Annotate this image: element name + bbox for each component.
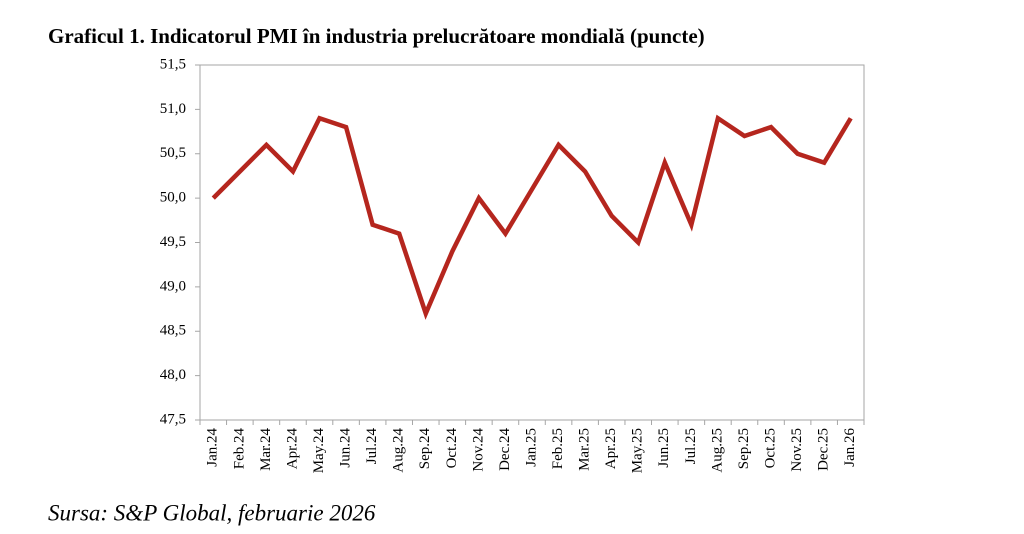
- y-tick-label: 49,0: [160, 278, 186, 294]
- chart-title: Graficul 1. Indicatorul PMI în industria…: [48, 24, 705, 48]
- x-tick-label: Jan.25: [523, 428, 539, 467]
- x-tick-label: Apr.25: [603, 428, 619, 469]
- x-tick-label: Apr.24: [284, 428, 300, 470]
- y-tick-label: 49,5: [160, 234, 186, 250]
- x-tick-label: Dec.24: [497, 428, 513, 471]
- x-tick-label: Mar.24: [258, 428, 274, 471]
- x-tick-label: Jan.24: [205, 428, 221, 467]
- y-tick-label: 48,0: [160, 367, 186, 383]
- x-tick-label: Feb.24: [231, 428, 247, 470]
- data-line: [211, 114, 853, 320]
- x-tick-label: Jun.24: [338, 428, 354, 468]
- x-tick-label: Sep.25: [736, 428, 752, 469]
- x-tick-label: Aug.25: [709, 428, 725, 473]
- x-tick-label: Dec.25: [816, 428, 832, 471]
- y-tick-label: 51,5: [160, 56, 186, 72]
- x-tick-label: Jun.25: [656, 428, 672, 468]
- x-tick-label: Jul.24: [364, 428, 380, 465]
- x-tick-label: May.24: [311, 428, 327, 474]
- x-tick-label: Nov.25: [789, 428, 805, 472]
- y-tick-label: 50,0: [160, 190, 186, 206]
- y-tick-label: 47,5: [160, 411, 186, 427]
- x-tick-label: May.25: [630, 428, 646, 473]
- x-tick-label: Nov.24: [470, 428, 486, 472]
- y-tick-label: 51,0: [160, 101, 186, 117]
- y-tick-label: 50,5: [160, 145, 186, 161]
- x-tick-label: Oct.25: [762, 428, 778, 468]
- x-tick-label: Mar.25: [577, 428, 593, 471]
- x-tick-label: Feb.25: [550, 428, 566, 469]
- x-tick-label: Jan.26: [842, 428, 858, 467]
- x-tick-label: Aug.24: [391, 428, 407, 473]
- x-tick-label: Jul.25: [683, 428, 699, 464]
- x-tick-label: Oct.24: [444, 428, 460, 469]
- y-tick-label: 48,5: [160, 323, 186, 339]
- source-note: Sursa: S&P Global, februarie 2026: [48, 500, 376, 525]
- plot-frame: [199, 64, 865, 421]
- x-tick-label: Sep.24: [417, 428, 433, 470]
